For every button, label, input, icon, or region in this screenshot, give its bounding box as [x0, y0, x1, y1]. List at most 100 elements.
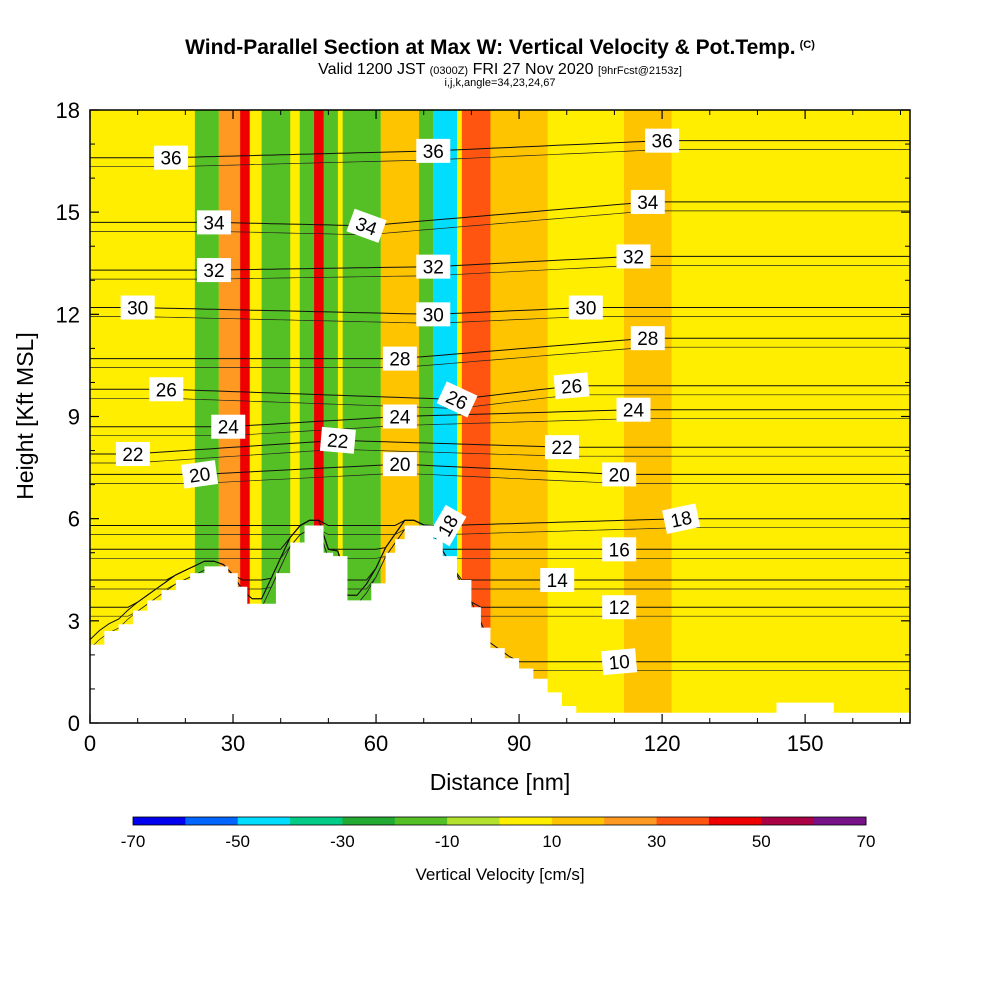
contour-label-box: [196, 210, 231, 235]
contour-label-text: 20: [609, 465, 630, 486]
colorbar-label: 50: [752, 832, 771, 851]
contour-label: 26: [553, 372, 590, 400]
colorbar-swatch: [447, 817, 500, 825]
contour-label-text: 30: [127, 299, 148, 320]
contour-label-text: 26: [560, 376, 583, 399]
contour-label-text: 14: [547, 571, 569, 592]
colorbar-swatch: [499, 817, 553, 825]
contour-label-text: 24: [389, 408, 411, 429]
contour-label-box: [416, 254, 451, 279]
contour-label-box: [382, 452, 417, 477]
contour-label-box: [120, 295, 155, 320]
contour-line-minor: [90, 473, 910, 484]
contour-label-text: 22: [122, 445, 143, 466]
colorbar-swatch: [290, 817, 343, 825]
contour-label-box: [154, 145, 189, 170]
valid-time-line: Valid 1200 JST (0300Z) FRI 27 Nov 2020 […: [0, 61, 1000, 79]
colorbar-swatch: [551, 817, 605, 825]
colorbar-swatch: [342, 817, 396, 825]
y-tick-label: 0: [68, 711, 80, 736]
contour-label-box: [346, 208, 387, 243]
contour-label-text: 10: [608, 652, 631, 675]
terrain-mask: [90, 525, 910, 723]
contour-label-text: 28: [389, 350, 410, 371]
colorbar-label: 10: [542, 832, 561, 851]
contour-label: 22: [115, 441, 150, 466]
contour-label-box: [211, 414, 246, 439]
contour-label-text: 26: [156, 380, 177, 401]
contour-label-text: 12: [609, 598, 630, 619]
colorbar-swatch: [656, 817, 710, 825]
contour-label-text: 24: [218, 418, 240, 439]
y-tick-label: 6: [68, 507, 80, 532]
contour-label-box: [382, 346, 417, 371]
contour-label: 22: [544, 435, 579, 460]
contour-label: 16: [602, 537, 637, 562]
contour-label: 36: [154, 145, 189, 170]
contour-label: 28: [630, 326, 665, 351]
contour-label-box: [319, 426, 356, 454]
contour-label: 32: [196, 258, 231, 283]
colorbar-frame: [132, 816, 867, 826]
contour-label-box: [544, 435, 579, 460]
contour-line-minor: [90, 448, 910, 464]
contour-label-box: [196, 258, 231, 283]
colorbar: -70 -50 -30 -10 10 30 50 70: [121, 816, 875, 851]
colorbar-label: -30: [330, 832, 355, 851]
contour-label-box: [601, 648, 638, 676]
contour-label-box: [602, 537, 637, 562]
contour-label-text: 34: [637, 193, 659, 214]
contour-label-text: 32: [203, 261, 224, 282]
contour-line-20: [90, 463, 910, 475]
contour-label-text: 32: [623, 247, 644, 268]
valid-prefix: Valid 1200 JST: [318, 61, 426, 78]
contour-label-text: 36: [652, 132, 673, 153]
contour-label-text: 36: [423, 142, 444, 163]
y-tick-label: 3: [68, 609, 80, 634]
params-line: i,j,k,angle=34,23,24,67: [0, 77, 1000, 89]
colorbar-label: -50: [225, 832, 250, 851]
contour-label-text: 22: [551, 438, 572, 459]
contour-label: 36: [645, 128, 680, 153]
x-tick-label: 120: [644, 731, 681, 756]
colorbar-swatch: [604, 817, 658, 825]
x-axis-title: Distance [nm]: [430, 769, 571, 795]
colorbar-label: -10: [435, 832, 460, 851]
velocity-band: [314, 110, 324, 723]
contour-label-box: [416, 302, 451, 327]
contour-label-box: [149, 377, 184, 402]
contour-label: 30: [120, 295, 155, 320]
y-tick-label: 15: [56, 200, 80, 225]
contour-line-minor: [90, 527, 910, 535]
contour-line-minor: [90, 394, 910, 409]
contour-label: 20: [181, 460, 219, 489]
contour-label-box: [602, 595, 637, 620]
x-tick-label: 0: [84, 731, 96, 756]
contour-label-box: [115, 441, 150, 466]
colorbar-swatch: [133, 817, 186, 825]
contour-line-28: [90, 337, 910, 360]
contour-label: 30: [568, 295, 603, 320]
colorbar-swatch: [394, 817, 448, 825]
contour-label-box: [616, 397, 651, 422]
contour-label: 24: [616, 397, 651, 422]
colorbar-swatch: [185, 817, 239, 825]
contour-label-text: 30: [423, 305, 444, 326]
contour-label-box: [382, 404, 417, 429]
colorbar-swatch: [708, 817, 762, 825]
contour-line-minor: [90, 529, 910, 559]
contour-label-text: 28: [637, 329, 658, 350]
contour-line-26: [90, 385, 910, 400]
valid-utc: (0300Z): [429, 65, 469, 77]
contour-label: 20: [602, 462, 637, 487]
contour-label: 24: [382, 404, 417, 429]
contour-line-16: [90, 519, 910, 550]
contour-label: 26: [149, 377, 184, 402]
contour-label: 30: [416, 302, 451, 327]
valid-date: FRI 27 Nov 2020: [472, 61, 594, 78]
contour-label-box: [630, 326, 665, 351]
contour-label-text: 18: [669, 508, 694, 533]
contour-label-box: [540, 567, 575, 592]
colorbar-label: -70: [121, 832, 146, 851]
